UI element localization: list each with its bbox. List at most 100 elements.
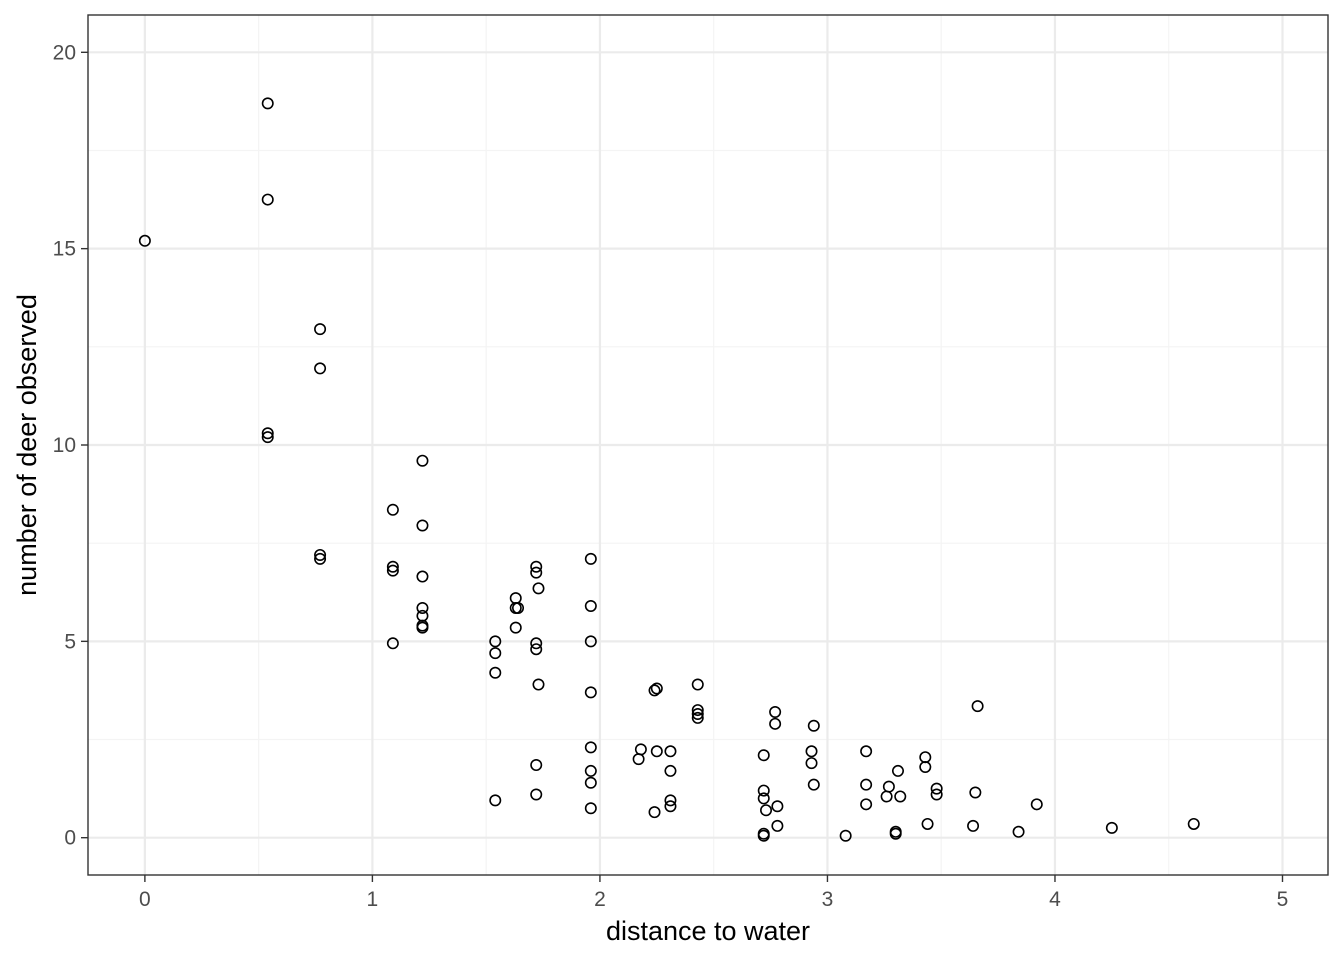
data-point xyxy=(584,776,597,789)
data-point xyxy=(757,784,770,797)
data-point xyxy=(771,819,784,832)
y-tick-label: 10 xyxy=(53,434,76,457)
data-point xyxy=(416,519,429,532)
data-point xyxy=(930,782,943,795)
data-point xyxy=(314,323,327,336)
data-point xyxy=(760,804,773,817)
data-point xyxy=(634,743,647,756)
x-tick-label: 0 xyxy=(139,888,151,911)
data-point xyxy=(416,570,429,583)
data-point xyxy=(648,684,661,697)
data-point xyxy=(921,817,934,830)
data-point xyxy=(807,719,820,732)
data-point xyxy=(930,788,943,801)
data-point xyxy=(880,790,893,803)
data-point xyxy=(650,682,663,695)
data-point xyxy=(919,761,932,774)
y-tick-label: 5 xyxy=(64,630,76,653)
data-point xyxy=(650,745,663,758)
data-points xyxy=(138,97,1200,842)
data-point xyxy=(584,635,597,648)
data-point xyxy=(584,802,597,815)
data-point xyxy=(530,637,543,650)
y-tick-label: 0 xyxy=(64,827,76,850)
data-point xyxy=(416,609,429,622)
data-point xyxy=(1012,825,1025,838)
data-point xyxy=(757,792,770,805)
data-point xyxy=(860,745,873,758)
y-axis-title: number of deer observed xyxy=(12,294,42,596)
data-point xyxy=(691,707,704,720)
grid-lines xyxy=(88,15,1328,875)
data-point xyxy=(691,711,704,724)
data-point xyxy=(757,749,770,762)
data-point xyxy=(584,600,597,613)
axes: 0 1 2 3 4 5 0 5 10 15 20 xyxy=(53,41,1289,911)
data-point xyxy=(532,678,545,691)
data-point xyxy=(416,621,429,634)
data-point xyxy=(1030,798,1043,811)
data-point xyxy=(860,778,873,791)
data-point xyxy=(919,751,932,764)
data-point xyxy=(891,764,904,777)
data-point xyxy=(1105,821,1118,834)
data-point xyxy=(584,686,597,699)
data-point xyxy=(769,717,782,730)
data-point xyxy=(860,798,873,811)
data-point xyxy=(971,700,984,713)
data-point xyxy=(530,560,543,573)
data-point xyxy=(664,794,677,807)
data-point xyxy=(261,431,274,444)
data-point xyxy=(664,800,677,813)
data-point xyxy=(839,829,852,842)
data-point xyxy=(512,601,525,614)
data-point xyxy=(648,806,661,819)
data-point xyxy=(386,564,399,577)
data-point xyxy=(805,745,818,758)
data-point xyxy=(416,601,429,614)
data-point xyxy=(889,827,902,840)
data-point xyxy=(771,800,784,813)
data-point xyxy=(314,552,327,565)
data-point xyxy=(489,794,502,807)
data-point xyxy=(882,780,895,793)
y-tick-label: 15 xyxy=(53,238,76,261)
data-point xyxy=(691,704,704,717)
y-tick-label: 20 xyxy=(53,41,76,64)
data-point xyxy=(386,503,399,516)
x-tick-label: 5 xyxy=(1277,888,1289,911)
data-point xyxy=(894,790,907,803)
data-point xyxy=(584,741,597,754)
data-point xyxy=(509,621,522,634)
data-point xyxy=(489,647,502,660)
data-point xyxy=(314,362,327,375)
data-point xyxy=(584,552,597,565)
data-point xyxy=(386,637,399,650)
data-point xyxy=(807,778,820,791)
data-point xyxy=(489,666,502,679)
data-point xyxy=(530,759,543,772)
data-point xyxy=(509,592,522,605)
data-point xyxy=(261,97,274,110)
data-point xyxy=(138,234,151,247)
data-point xyxy=(261,193,274,206)
data-point xyxy=(967,819,980,832)
data-point xyxy=(530,643,543,656)
x-tick-label: 1 xyxy=(367,888,379,911)
data-point xyxy=(314,548,327,561)
x-tick-label: 2 xyxy=(594,888,606,911)
data-point xyxy=(1187,817,1200,830)
data-point xyxy=(969,786,982,799)
data-point xyxy=(386,560,399,573)
data-point xyxy=(805,757,818,770)
data-point xyxy=(584,764,597,777)
data-point xyxy=(632,753,645,766)
data-point xyxy=(530,788,543,801)
data-point xyxy=(757,829,770,842)
x-tick-label: 3 xyxy=(822,888,834,911)
data-point xyxy=(769,706,782,719)
data-point xyxy=(489,635,502,648)
data-point xyxy=(691,678,704,691)
data-point xyxy=(261,427,274,440)
data-point xyxy=(416,454,429,467)
